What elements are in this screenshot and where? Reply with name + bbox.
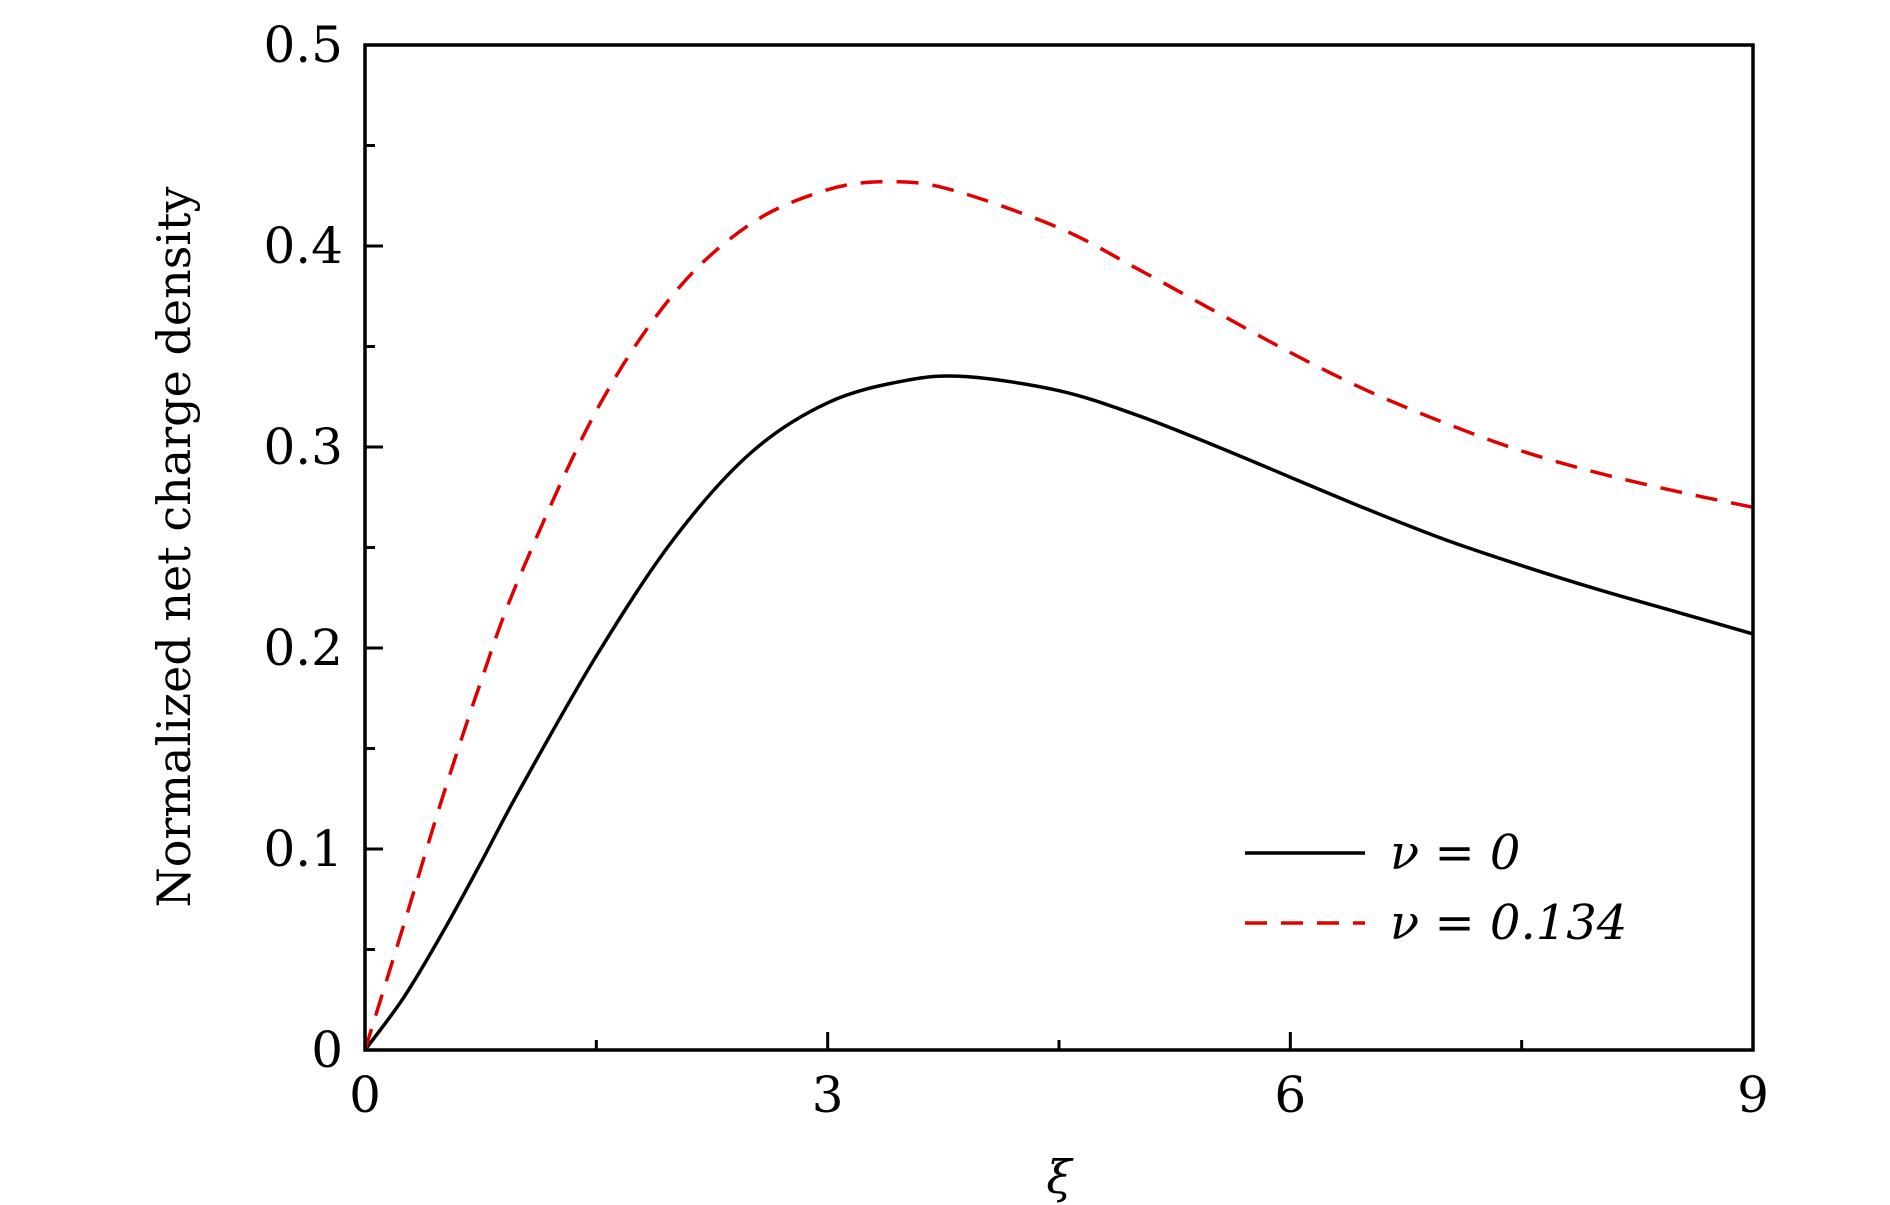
y-tick-label: 0.1: [263, 820, 343, 878]
legend-label-series-1: ν = 0: [1390, 825, 1520, 881]
x-tick-label: 0: [349, 1066, 381, 1124]
y-tick-labels: 0 0.1 0.2 0.3 0.4 0.5: [263, 16, 343, 1079]
y-axis-label: Normalized net charge density: [147, 186, 201, 907]
y-tick-label: 0.2: [263, 619, 343, 677]
series-layer: [363, 179, 1754, 1052]
series-line-1: [363, 374, 1754, 1052]
series-line-2: [363, 179, 1754, 1051]
plot-frame: [363, 43, 1755, 1052]
y-tick-label: 0.5: [263, 16, 343, 74]
y-tick-label: 0.3: [263, 418, 343, 476]
x-axis-label: ξ: [1046, 1150, 1074, 1204]
y-tick-label: 0.4: [263, 217, 343, 275]
legend-label-series-2: ν = 0.134: [1390, 895, 1627, 951]
y-tick-label: 0: [311, 1021, 343, 1079]
legend: ν = 0 ν = 0.134: [1245, 825, 1627, 951]
x-tick-label: 6: [1274, 1066, 1306, 1124]
x-tick-label: 3: [812, 1066, 844, 1124]
x-tick-label: 9: [1737, 1066, 1769, 1124]
x-tick-labels: 0 3 6 9: [349, 1066, 1769, 1124]
